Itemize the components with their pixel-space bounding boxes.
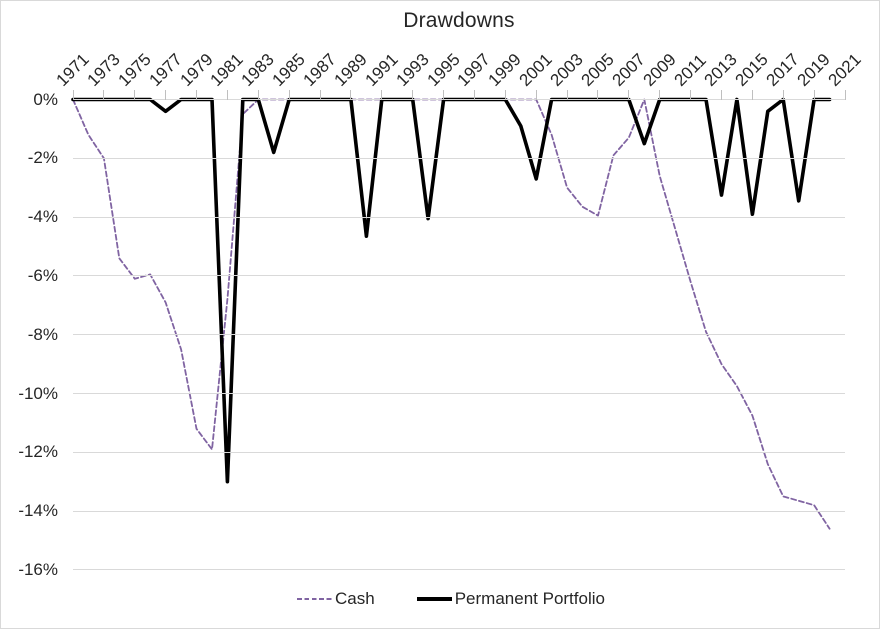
x-tick [257,90,259,100]
gridline [73,451,845,453]
x-tick [782,90,784,100]
x-axis-label: 1993 [392,49,433,90]
x-axis-label: 2005 [577,49,618,90]
x-axis-label: 1973 [83,49,124,90]
x-tick [350,90,352,100]
x-tick [690,90,692,100]
legend-label-permanent-portfolio: Permanent Portfolio [454,589,605,608]
y-axis-label: -2% [27,148,58,168]
x-axis-label: 2003 [546,49,587,90]
x-axis-label: 1995 [423,49,464,90]
x-tick [720,90,722,100]
x-axis-label: 1981 [206,49,248,90]
legend-item-permanent-portfolio: Permanent Portfolio [416,589,605,609]
x-axis-label: 1997 [454,49,495,90]
x-tick [103,90,105,100]
chart-title: Drawdowns [403,9,515,32]
x-tick [566,90,568,100]
x-tick [288,90,290,100]
x-axis-label: 1983 [237,49,279,90]
x-axis-label: 1985 [268,49,309,90]
x-axis-label: 2009 [639,49,680,90]
x-tick [412,90,414,100]
x-tick [659,90,661,100]
x-tick [381,90,383,100]
x-axis-label: 1975 [114,49,155,90]
x-axis-label: 1979 [176,49,217,90]
x-axis-label: 2001 [515,49,556,90]
y-axis-label: -10% [18,383,58,403]
y-axis-label: -8% [27,324,58,344]
x-axis-label: 1971 [52,49,93,90]
x-axis-label: 1989 [330,49,371,90]
x-tick [226,90,228,100]
permanent-portfolio-line-swatch [416,597,452,601]
x-tick [597,90,599,100]
x-axis-label: 2011 [670,50,710,90]
gridline [73,393,845,394]
y-axis-label: -12% [18,442,58,462]
legend-label-cash: Cash [335,589,375,608]
y-axis-label: 0% [33,89,58,109]
legend: Cash Permanent Portfolio [11,589,879,609]
gridline [73,569,845,571]
y-axis-label: -4% [27,207,58,227]
x-tick [628,90,630,100]
gridline [73,275,845,277]
x-axis-label: 2015 [731,49,773,90]
y-axis-label: -6% [27,265,58,285]
x-axis-label: 2017 [762,49,803,90]
x-tick [535,90,537,100]
x-tick [165,90,167,100]
x-axis-label: 1987 [299,49,340,90]
x-axis-label: 2007 [608,49,649,90]
x-tick [504,90,506,100]
x-axis-label: 1999 [484,49,526,90]
x-axis-label: 1991 [361,49,402,90]
gridline [73,99,845,100]
x-tick [473,90,475,100]
cash-line-swatch [297,597,333,601]
x-tick [72,90,74,100]
legend-item-cash: Cash [297,589,375,609]
x-tick [751,90,753,100]
gridline [73,216,845,218]
y-axis-label: -16% [18,559,58,579]
x-tick [196,90,198,100]
gridline [73,510,845,512]
x-axis-label: 2019 [793,49,834,90]
x-axis-label: 2021 [824,49,865,90]
x-tick [813,90,815,100]
x-axis-label: 2013 [701,49,742,90]
gridline [73,157,845,159]
x-tick [319,90,321,100]
x-tick [443,90,445,100]
x-tick [844,90,846,100]
x-axis-label: 1977 [145,49,186,90]
x-tick [134,90,136,100]
gridline [73,334,845,336]
y-axis-label: -14% [18,501,58,521]
